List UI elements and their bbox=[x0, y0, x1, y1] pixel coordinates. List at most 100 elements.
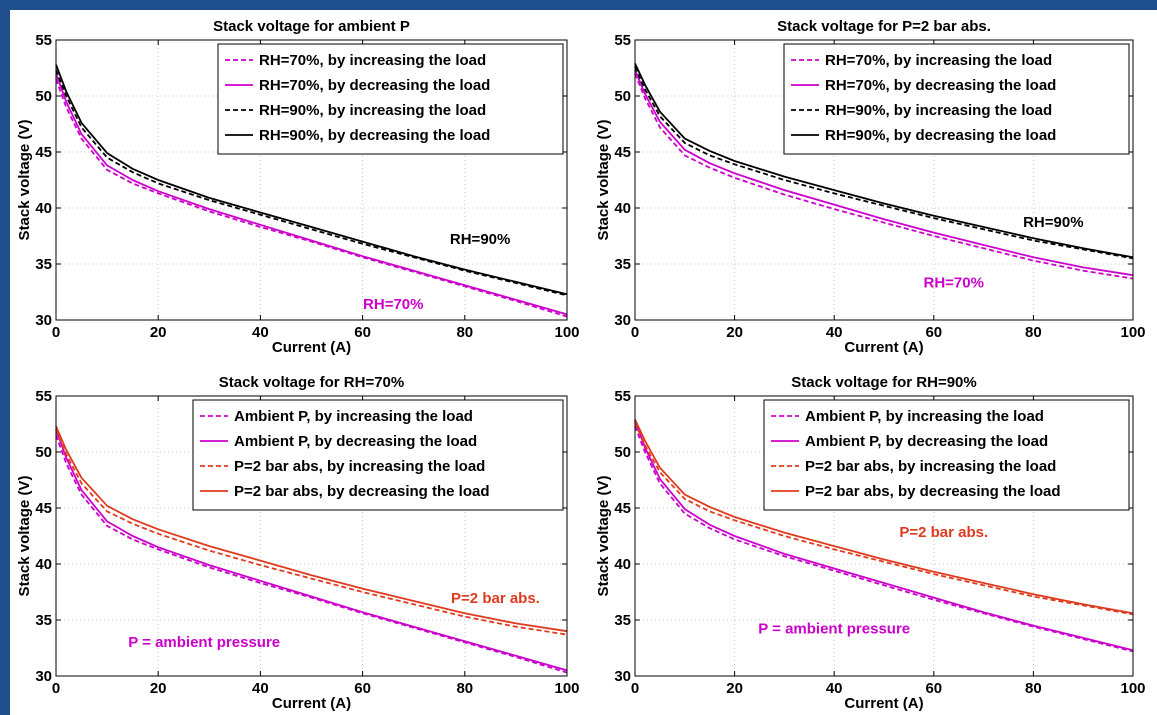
series-line-2 bbox=[634, 420, 1134, 652]
series-line-2 bbox=[55, 429, 568, 672]
annotation-label: RH=70% bbox=[363, 296, 423, 313]
annotation-label: P = ambient pressure bbox=[128, 634, 280, 651]
legend-box bbox=[783, 43, 1130, 155]
x-tick-label: 0 bbox=[52, 680, 60, 697]
charts-grid: 0 20 40 60 80 100 30 35 40 45 50 55 Stack voltage fo… bbox=[16, 18, 1146, 712]
series-line-3 bbox=[55, 429, 568, 636]
legend: RH=70%, by increasing the load RH=70%, by… bbox=[783, 43, 1130, 155]
annotation-label: RH=90% bbox=[450, 231, 510, 248]
legend-label: Ambient P, by increasing the load bbox=[805, 408, 1044, 425]
legend-label: RH=90%, by decreasing the load bbox=[259, 127, 490, 144]
y-tick-label: 55 bbox=[35, 388, 52, 405]
x-tick-label: 80 bbox=[1025, 680, 1042, 697]
x-axis-label: Current (A) bbox=[844, 339, 923, 356]
legend-label: RH=70%, by increasing the load bbox=[259, 52, 486, 69]
chart-title: Stack voltage for ambient P bbox=[213, 18, 410, 35]
x-axis-label: Current (A) bbox=[272, 339, 351, 356]
series-line-4 bbox=[634, 63, 1134, 259]
y-tick-label: 35 bbox=[35, 612, 52, 629]
x-tick-label: 80 bbox=[456, 324, 473, 341]
legend-label: RH=70%, by decreasing the load bbox=[259, 77, 490, 94]
legend: RH=70%, by increasing the load RH=70%, by… bbox=[217, 43, 564, 155]
legend-label: Ambient P, by decreasing the load bbox=[805, 433, 1048, 450]
plot-frame bbox=[55, 39, 568, 321]
x-tick-label: 20 bbox=[150, 680, 167, 697]
x-tick-label: 100 bbox=[554, 680, 579, 697]
x-tick-label: 80 bbox=[1025, 324, 1042, 341]
y-axis-label: Stack voltage (V) bbox=[16, 120, 33, 241]
y-tick-label: 30 bbox=[614, 668, 631, 685]
series-line-3 bbox=[634, 66, 1134, 260]
y-tick-label: 35 bbox=[614, 612, 631, 629]
x-tick-label: 20 bbox=[150, 324, 167, 341]
legend-label: RH=90%, by increasing the load bbox=[259, 102, 486, 119]
x-tick-label: 40 bbox=[826, 680, 843, 697]
series-line-2 bbox=[55, 73, 568, 316]
y-tick-label: 50 bbox=[35, 88, 52, 105]
annotation-label: P = ambient pressure bbox=[758, 620, 910, 637]
legend-label: P=2 bar abs, by increasing the load bbox=[805, 458, 1056, 475]
series-line-4 bbox=[634, 419, 1134, 615]
y-tick-label: 50 bbox=[614, 444, 631, 461]
x-tick-label: 80 bbox=[456, 680, 473, 697]
series-line-4 bbox=[55, 425, 568, 633]
y-tick-label: 45 bbox=[35, 500, 52, 517]
x-tick-label: 60 bbox=[925, 680, 942, 697]
annotation-label: RH=90% bbox=[1023, 214, 1083, 231]
y-tick-label: 30 bbox=[614, 312, 631, 329]
chart-1: 0 20 40 60 80 100 30 35 40 45 50 55 Stack voltage fo… bbox=[16, 18, 580, 356]
x-tick-label: 0 bbox=[631, 324, 639, 341]
x-axis-label: Current (A) bbox=[844, 695, 923, 712]
x-tick-label: 0 bbox=[52, 324, 60, 341]
legend-box bbox=[763, 399, 1130, 511]
y-tick-label: 50 bbox=[614, 88, 631, 105]
x-tick-label: 20 bbox=[726, 680, 743, 697]
legend-label: P=2 bar abs, by decreasing the load bbox=[805, 483, 1061, 500]
legend-label: RH=90%, by increasing the load bbox=[825, 102, 1052, 119]
legend-label: RH=70%, by decreasing the load bbox=[825, 77, 1056, 94]
x-tick-label: 100 bbox=[1120, 680, 1145, 697]
y-axis-label: Stack voltage (V) bbox=[595, 476, 612, 597]
y-tick-label: 50 bbox=[35, 444, 52, 461]
legend-box bbox=[192, 399, 564, 511]
annotation-label: P=2 bar abs. bbox=[451, 590, 540, 607]
legend-label: P=2 bar abs, by decreasing the load bbox=[234, 483, 490, 500]
plot-frame bbox=[634, 395, 1134, 677]
x-tick-label: 60 bbox=[925, 324, 942, 341]
series-line-1 bbox=[634, 425, 1134, 653]
legend-box bbox=[217, 43, 564, 155]
x-tick-label: 20 bbox=[726, 324, 743, 341]
x-tick-label: 0 bbox=[631, 680, 639, 697]
y-tick-label: 45 bbox=[35, 144, 52, 161]
series-line-4 bbox=[55, 64, 568, 296]
y-axis-label: Stack voltage (V) bbox=[595, 120, 612, 241]
x-tick-label: 60 bbox=[354, 324, 371, 341]
series-line-1 bbox=[55, 78, 568, 318]
y-axis-label: Stack voltage (V) bbox=[16, 476, 33, 597]
legend-label: RH=70%, by increasing the load bbox=[825, 52, 1052, 69]
series-line-3 bbox=[634, 422, 1134, 616]
x-tick-label: 60 bbox=[354, 680, 371, 697]
x-tick-label: 40 bbox=[826, 324, 843, 341]
legend: Ambient P, by increasing the load Ambient… bbox=[192, 399, 564, 511]
y-tick-label: 45 bbox=[614, 500, 631, 517]
series-line-1 bbox=[634, 73, 1134, 280]
legend: Ambient P, by increasing the load Ambient… bbox=[763, 399, 1130, 511]
annotation-label: P=2 bar abs. bbox=[899, 524, 988, 541]
legend-label: P=2 bar abs, by increasing the load bbox=[234, 458, 485, 475]
y-tick-label: 40 bbox=[614, 200, 631, 217]
y-tick-label: 40 bbox=[35, 200, 52, 217]
legend-label: Ambient P, by increasing the load bbox=[234, 408, 473, 425]
x-tick-label: 100 bbox=[1120, 324, 1145, 341]
y-tick-label: 35 bbox=[35, 256, 52, 273]
x-tick-label: 40 bbox=[252, 324, 269, 341]
annotation-label: RH=70% bbox=[923, 275, 983, 292]
y-tick-label: 45 bbox=[614, 144, 631, 161]
legend-label: Ambient P, by decreasing the load bbox=[234, 433, 477, 450]
y-tick-label: 55 bbox=[614, 32, 631, 49]
chart-4: 0 20 40 60 80 100 30 35 40 45 50 55 Stack voltage fo… bbox=[595, 374, 1146, 712]
x-tick-label: 100 bbox=[554, 324, 579, 341]
chart-title: Stack voltage for RH=90% bbox=[791, 374, 977, 391]
y-tick-label: 40 bbox=[614, 556, 631, 573]
chart-title: Stack voltage for RH=70% bbox=[219, 374, 405, 391]
